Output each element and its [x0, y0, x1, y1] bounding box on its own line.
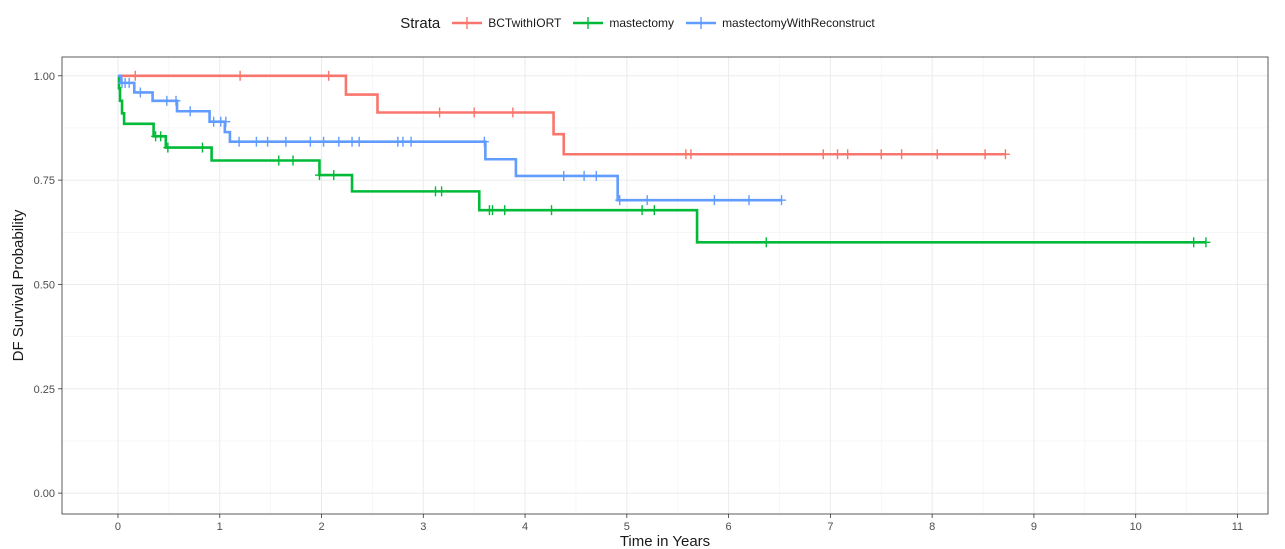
- y-axis-title: DF Survival Probability: [10, 209, 27, 361]
- x-tick-label: 0: [115, 521, 121, 533]
- x-tick-label: 1: [217, 521, 223, 533]
- legend-label-mastectomywithreconstruct: mastectomyWithReconstruct: [722, 16, 875, 30]
- x-tick-label: 2: [318, 521, 324, 533]
- y-tick-label: 0.00: [34, 488, 55, 500]
- series-line-bctwithiort: [117, 74, 1006, 156]
- legend-key-mastectomywithreconstruct: [686, 17, 717, 29]
- series-mastectomy: [117, 74, 1211, 248]
- x-tick-label: 6: [726, 521, 732, 533]
- x-axis-title: Time in Years: [620, 533, 710, 549]
- legend-item-mastectomy: mastectomy: [571, 13, 674, 33]
- legend-key-bctwithiort: [452, 17, 483, 29]
- x-tick-label: 10: [1130, 521, 1142, 533]
- legend-item-bctwithiort: BCTwithIORT: [450, 13, 561, 33]
- x-tick-label: 8: [929, 521, 935, 533]
- series-line-mastectomywithreconstruct: [117, 74, 782, 202]
- legend: Strata BCTwithIORT mastectomy mastectomy…: [0, 8, 1285, 38]
- y-tick-label: 0.50: [34, 279, 55, 291]
- y-tick-label: 1.00: [34, 71, 55, 83]
- legend-label-bctwithiort: BCTwithIORT: [488, 16, 562, 30]
- x-tick-label: 11: [1232, 521, 1243, 533]
- legend-key-mastectomy: [573, 17, 604, 29]
- legend-label-mastectomy: mastectomy: [609, 16, 675, 30]
- series-bctwithiort: [117, 70, 1010, 160]
- series-mastectomywithreconstruct: [117, 74, 787, 206]
- x-tick-label: 9: [1031, 521, 1037, 533]
- y-tick-label: 0.25: [34, 384, 55, 396]
- panel-border: [61, 56, 1269, 515]
- x-tick-label: 7: [827, 521, 833, 533]
- series-line-mastectomy: [117, 74, 1206, 244]
- legend-item-mastectomywithreconstruct: mastectomyWithReconstruct: [684, 13, 875, 33]
- x-tick-label: 4: [522, 521, 528, 533]
- grid: [62, 57, 1268, 514]
- x-tick-label: 3: [420, 521, 426, 533]
- y-tick-label: 0.75: [34, 175, 55, 187]
- x-tick-label: 5: [624, 521, 630, 533]
- legend-title: Strata: [400, 14, 441, 32]
